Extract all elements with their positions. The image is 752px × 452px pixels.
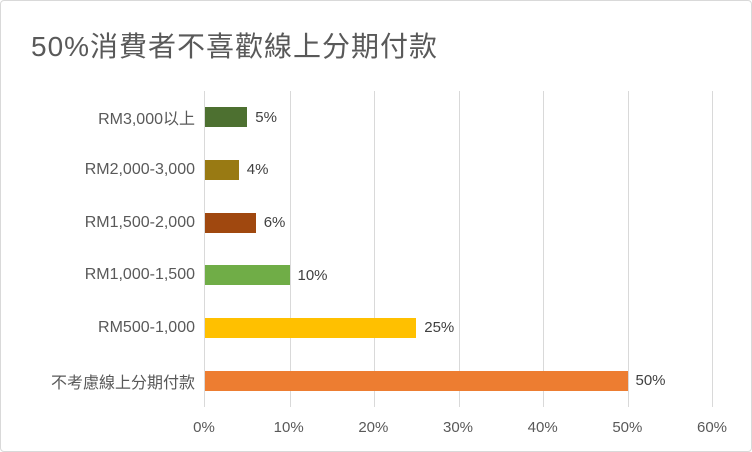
category-label: 不考慮線上分期付款 bbox=[50, 374, 195, 392]
x-tick-label: 60% bbox=[696, 419, 728, 436]
category-label: RM1,500-2,000 bbox=[84, 213, 195, 231]
category-label: RM3,000以上 bbox=[98, 111, 195, 129]
bar bbox=[205, 265, 290, 286]
x-tick-label: 50% bbox=[612, 419, 643, 436]
x-tick-label: 10% bbox=[273, 419, 304, 436]
category-axis-labels: RM3,000以上 RM2,000-3,000 RM1,500-2,000 RM1,0… bbox=[9, 91, 204, 407]
x-tick-label: 40% bbox=[527, 419, 558, 436]
gridline bbox=[374, 91, 375, 407]
bar-value-label: 6% bbox=[263, 214, 286, 232]
value-axis: 0% 10% 20% 30% 40% 50% 60% bbox=[193, 419, 727, 441]
bar-row: 4% bbox=[205, 144, 712, 197]
bar bbox=[205, 107, 248, 128]
bar-value-label: 10% bbox=[297, 266, 328, 284]
x-tick-label: 30% bbox=[442, 419, 474, 436]
bar-row: 50% bbox=[205, 354, 712, 407]
bar-row: 6% bbox=[205, 196, 712, 249]
chart-title: 50%消費者不喜歡線上分期付款 bbox=[31, 31, 439, 62]
plot-region: 5% 4% 6% 10% 25% 50% bbox=[204, 91, 713, 407]
bar-row: 10% bbox=[205, 249, 712, 302]
bar bbox=[205, 370, 628, 391]
gridline bbox=[458, 91, 460, 407]
bar-value-label: 5% bbox=[255, 108, 277, 126]
bar-row: 25% bbox=[205, 302, 712, 355]
bar bbox=[205, 317, 417, 338]
chart-plot-area: RM3,000以上 RM2,000-3,000 RM1,500-2,000 RM1,0… bbox=[9, 91, 713, 407]
gridline bbox=[289, 91, 291, 407]
gridline bbox=[627, 91, 629, 407]
x-tick-label: 20% bbox=[358, 419, 389, 436]
gridline bbox=[712, 91, 713, 407]
bar-value-label: 25% bbox=[424, 319, 455, 337]
category-label: RM1,000-1,500 bbox=[84, 266, 195, 284]
x-tick-label: 0% bbox=[193, 419, 215, 436]
bar-value-label: 4% bbox=[246, 161, 269, 179]
bar bbox=[205, 212, 256, 233]
category-label: RM2,000-3,000 bbox=[84, 161, 195, 178]
bar-value-label: 50% bbox=[635, 372, 666, 390]
bar-row: 5% bbox=[205, 91, 712, 144]
category-label: RM500-1,000 bbox=[98, 319, 195, 337]
bar bbox=[205, 159, 239, 180]
gridline bbox=[543, 91, 544, 407]
